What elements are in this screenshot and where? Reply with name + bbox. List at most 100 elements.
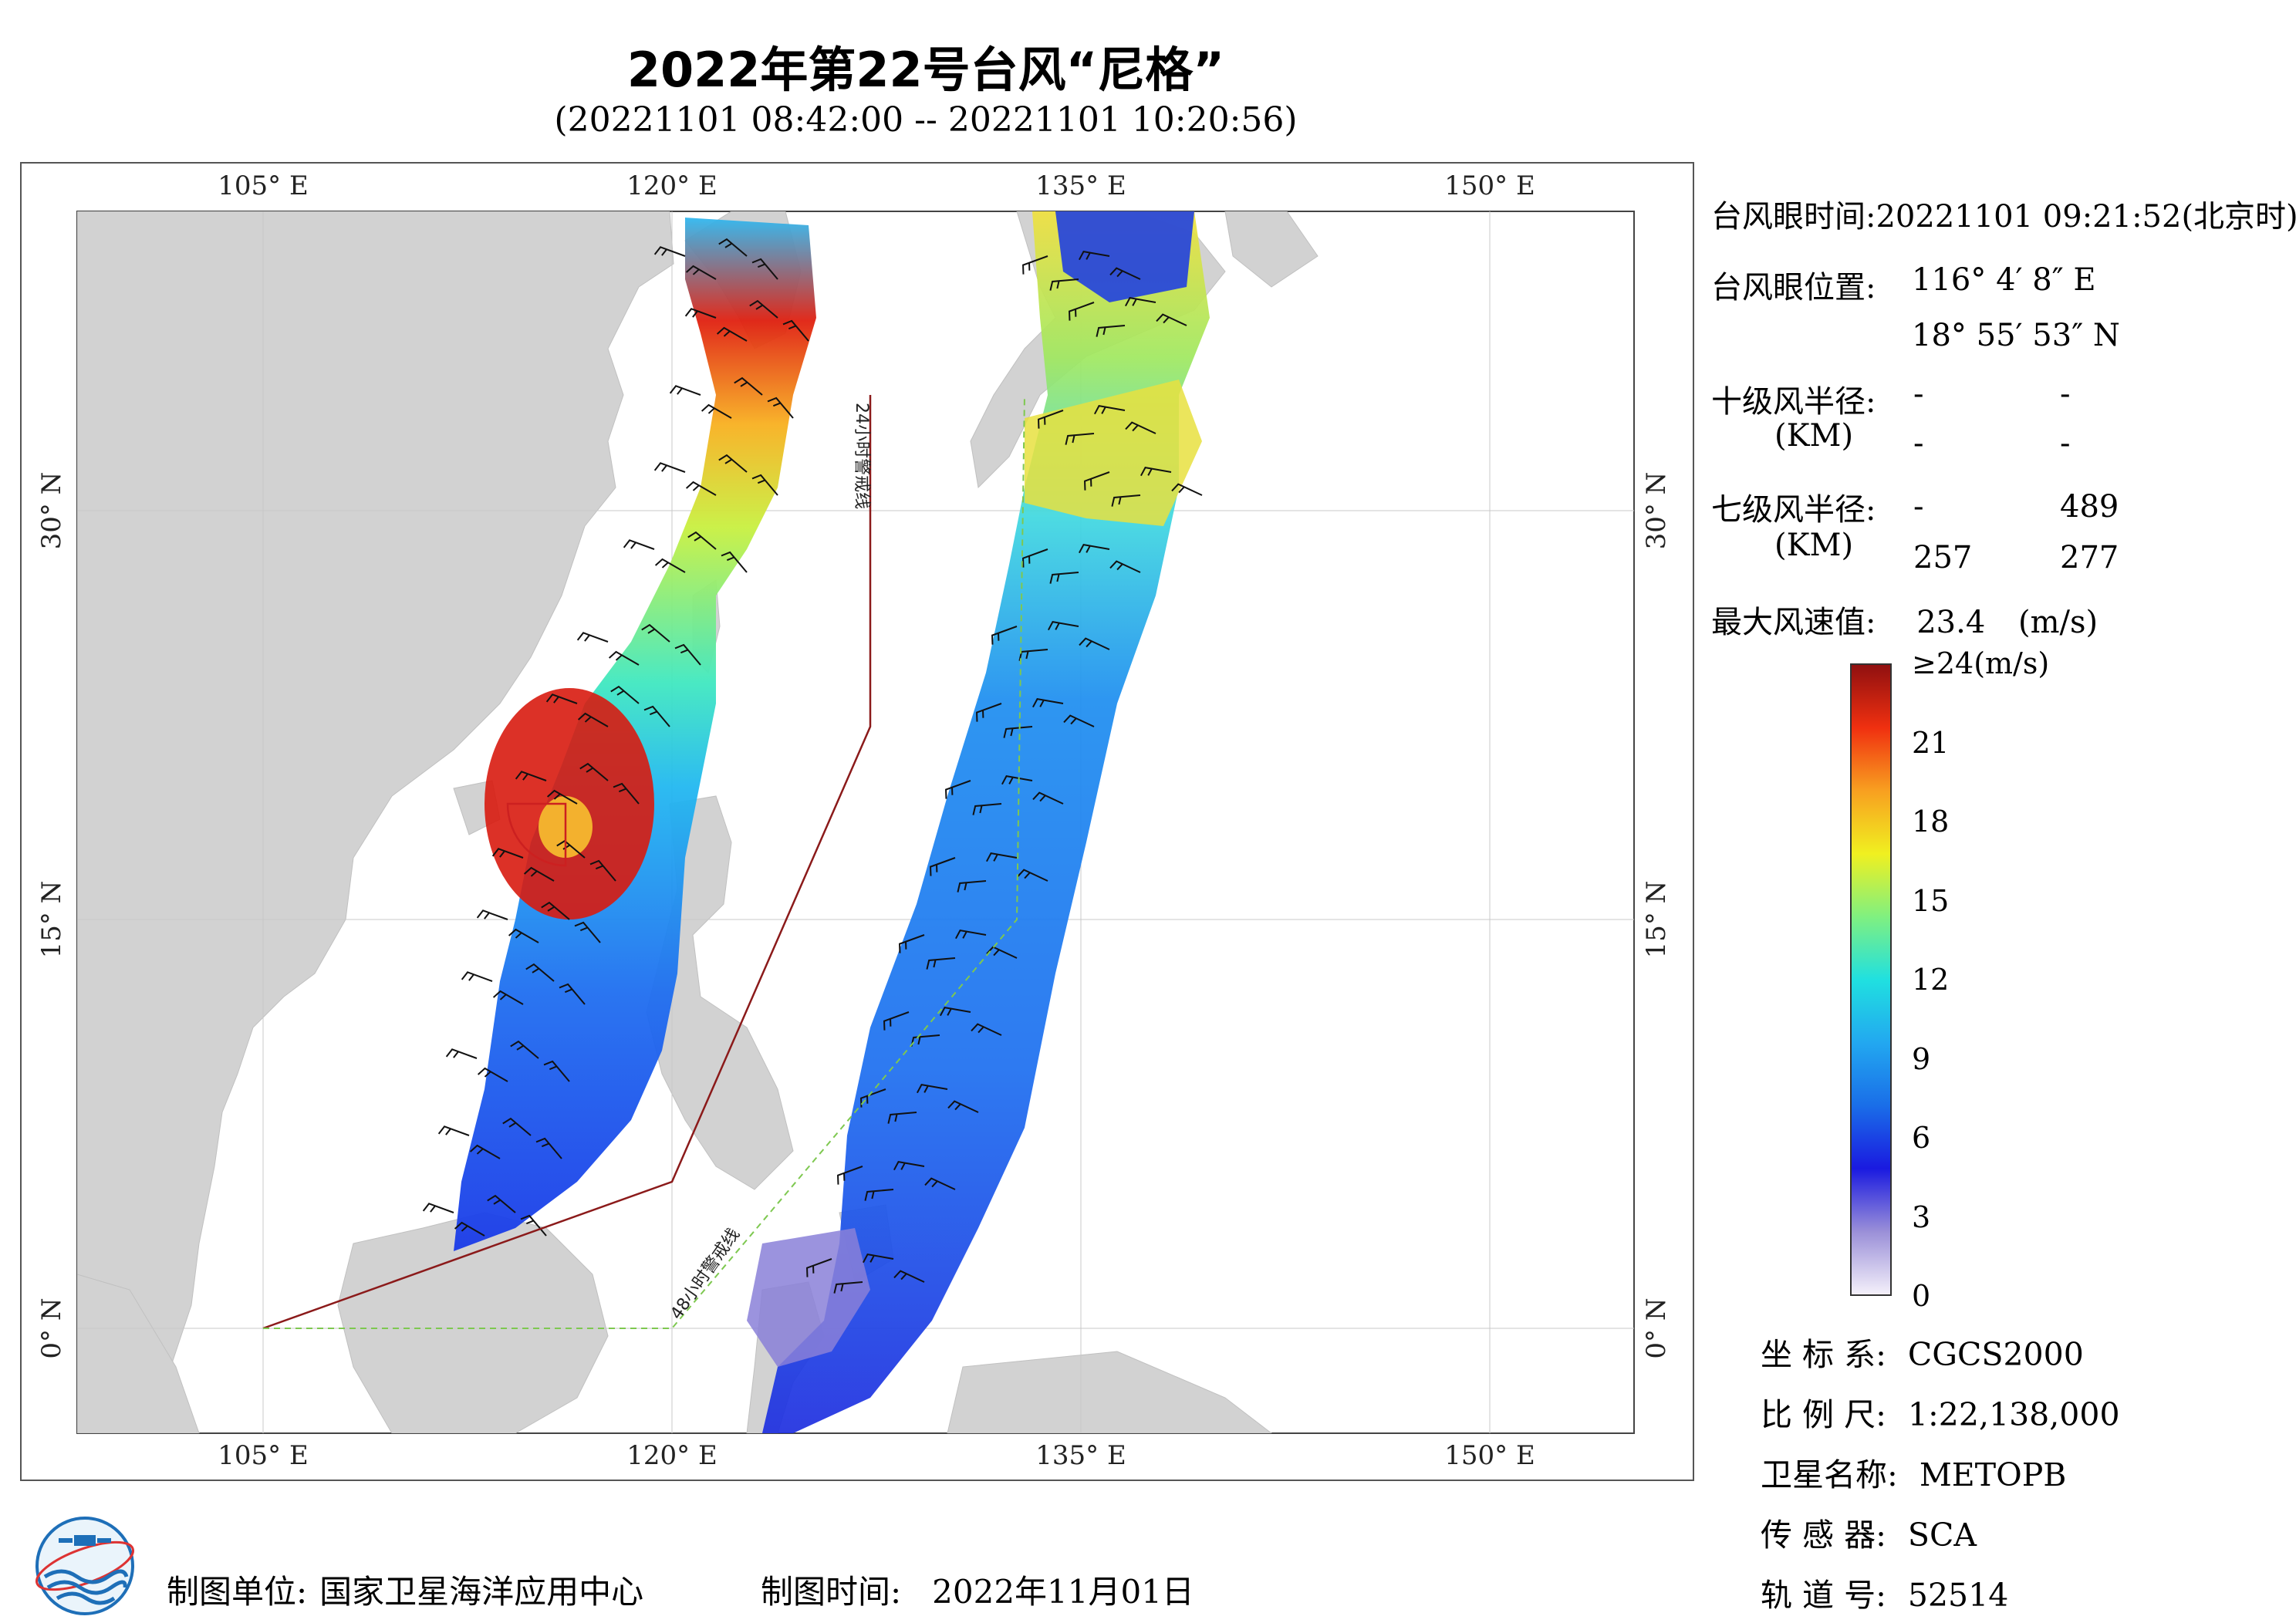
wind-barb	[543, 1060, 570, 1082]
wind-barb	[523, 866, 555, 882]
wind-barb	[751, 258, 778, 280]
sensor-row: 传 感 器: SCA	[1761, 1509, 1977, 1555]
r7-value-se: 489	[2060, 489, 2119, 525]
map-frame: #land path{fill:#d2d2d2;stroke:#c0c0c0;s…	[20, 162, 1694, 1481]
wind-barb	[1156, 313, 1187, 326]
wind-barb	[454, 1221, 485, 1237]
colorbar-tick-label: 12	[1912, 963, 1950, 997]
wind-barb	[954, 929, 987, 940]
lat-labels-right: 30° N 15° N 0° N	[1641, 472, 1672, 1359]
r7-value-ne: -	[1913, 489, 1924, 525]
wind-field-map[interactable]: #land path{fill:#d2d2d2;stroke:#c0c0c0;s…	[22, 164, 1693, 1480]
wind-barb	[508, 928, 539, 943]
lon-labels-top: 105° E 120° E 135° E 150° E	[218, 170, 1535, 201]
mainland	[77, 211, 674, 1433]
wind-barb	[1032, 791, 1064, 805]
wind-barb	[1022, 255, 1048, 275]
lon-label-top-105: 105° E	[218, 170, 309, 201]
wind-barb	[985, 852, 1018, 862]
lon-label-bottom-135: 135° E	[1035, 1440, 1126, 1471]
lat-label-right-15: 15° N	[1641, 881, 1672, 959]
wind-barb	[976, 703, 1002, 722]
wind-barb	[1032, 697, 1064, 708]
wind-barb	[476, 909, 508, 920]
sensor-label: 传 感 器:	[1761, 1517, 1886, 1554]
wind-barb	[623, 539, 655, 550]
wind-barb	[525, 963, 555, 982]
wind-barb	[1003, 726, 1033, 738]
lon-label-top-120: 120° E	[626, 170, 718, 201]
crs-label: 坐 标 系:	[1761, 1336, 1886, 1373]
wind-barb	[1124, 296, 1156, 307]
lat-label-left-15: 15° N	[36, 881, 67, 959]
production-time-value: 2022年11月01日	[932, 1573, 1194, 1611]
wind-barb	[837, 1166, 863, 1185]
wind-barb	[461, 971, 493, 982]
wind-barb	[716, 326, 748, 342]
wind-barb	[1065, 433, 1095, 445]
lon-labels-bottom: 105° E 120° E 135° E 150° E	[218, 1440, 1535, 1471]
scale-row: 比 例 尺: 1:22,138,000	[1761, 1388, 2120, 1435]
wind-barb	[687, 531, 717, 550]
eye-longitude: 116° 4′ 8″ E	[1912, 262, 2096, 298]
wind-barb	[1111, 494, 1141, 507]
lat-label-left-0: 0° N	[36, 1297, 67, 1358]
wind-barb	[487, 1194, 516, 1213]
eye-time-value: 20221101 09:21:52(北京时)	[1876, 199, 2296, 235]
wind-barb	[502, 1117, 532, 1136]
wind-barb	[674, 643, 701, 666]
wind-barb	[579, 762, 609, 781]
wind-barb	[1038, 410, 1064, 429]
wind-barb	[546, 789, 578, 805]
wind-barb	[1001, 774, 1033, 785]
producer-label: 制图单位:	[167, 1573, 308, 1611]
lon-label-top-135: 135° E	[1035, 170, 1126, 201]
hokkaido	[1224, 211, 1319, 288]
satellite-label: 卫星名称:	[1761, 1456, 1898, 1493]
wind-patch-north	[1025, 380, 1202, 526]
wind-barb	[718, 454, 748, 473]
production-time-row: 制图时间: 2022年11月01日	[761, 1566, 1194, 1613]
wind-barb	[1096, 325, 1126, 337]
r10-value-se: -	[2060, 376, 2071, 412]
r7-unit: (KM)	[1774, 528, 1854, 563]
wind-barb	[541, 901, 570, 920]
wind-barb	[718, 238, 748, 257]
colorbar-tick-label: ≥24(m/s)	[1912, 646, 2050, 680]
wind-barb	[1049, 572, 1079, 584]
lon-label-bottom-120: 120° E	[626, 1440, 718, 1471]
wind-barb	[559, 983, 586, 1005]
wind-barb	[492, 990, 524, 1005]
wind-barb	[608, 650, 640, 666]
wind-barb	[767, 396, 794, 419]
new-guinea	[947, 1351, 1272, 1433]
wind-barb	[1018, 649, 1048, 661]
r10-value-ne: -	[1913, 376, 1924, 412]
orbit-row: 轨 道 号: 52514	[1761, 1569, 2008, 1615]
wind-barb	[721, 551, 748, 573]
colorbar-tick-label: 18	[1912, 805, 1950, 838]
wind-barb	[1140, 466, 1172, 477]
wind-barb	[613, 782, 640, 805]
wind-barb	[734, 376, 763, 396]
wind-barb	[991, 626, 1018, 645]
wind-barb	[1063, 714, 1095, 727]
wind-barb	[1093, 404, 1126, 415]
wind-barb	[926, 957, 956, 970]
wind-barb	[751, 474, 778, 496]
max-wind-row: 最大风速值: 23.4 (m/s)	[1711, 597, 2098, 642]
wind-barb	[887, 1112, 917, 1124]
wind-barbs	[422, 238, 1203, 1294]
wind-radius-quadrant	[506, 802, 567, 867]
producer-value: 国家卫星海洋应用中心	[319, 1573, 644, 1611]
wind-barb	[972, 803, 1002, 815]
wind-barb	[883, 1011, 910, 1031]
wind-barb	[445, 1048, 478, 1059]
wind-barb	[653, 246, 686, 257]
wind-barb	[1078, 543, 1110, 554]
warning-24h-line	[262, 395, 872, 1330]
wind-barb	[749, 299, 778, 319]
wind-barb	[1017, 869, 1048, 882]
orbit-label: 轨 道 号:	[1761, 1577, 1886, 1614]
crs-row: 坐 标 系: CGCS2000	[1761, 1328, 2084, 1375]
